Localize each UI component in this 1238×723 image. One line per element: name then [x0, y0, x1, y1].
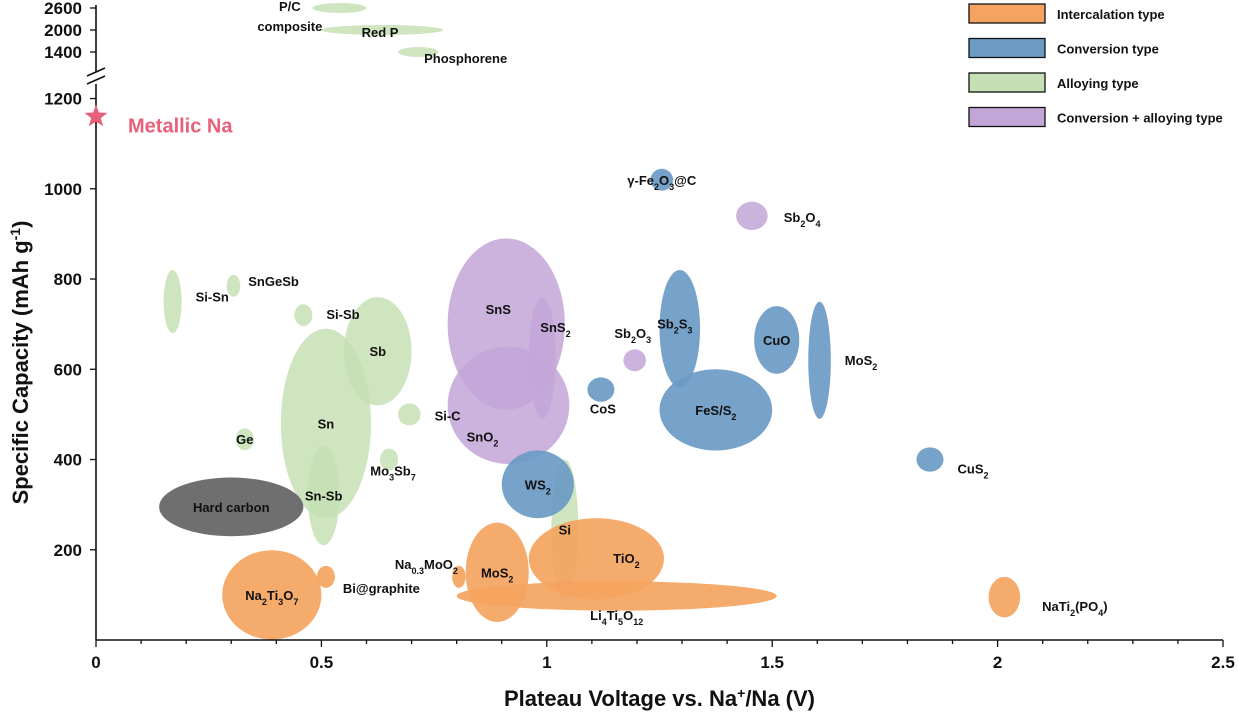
metallic-na-label: Metallic Na — [128, 116, 233, 138]
region-tio2-28 — [528, 518, 665, 600]
upper-region-0 — [312, 3, 367, 13]
regions-layer — [159, 3, 1021, 640]
label-sngesb-1: SnGeSb — [248, 274, 299, 289]
region-na0-3moo2-26 — [452, 565, 466, 588]
label-cos-20: CoS — [590, 402, 616, 417]
label-fes-s2-21: FeS/S2 — [695, 403, 736, 422]
legend-swatch-alloying — [968, 72, 1046, 93]
label-cuo-18: CuO — [763, 333, 790, 348]
legend-label-conversion: Conversion type — [1057, 42, 1159, 57]
legend-label-alloying: Alloying type — [1057, 76, 1139, 91]
region-cuo-18 — [754, 306, 800, 374]
upper-region-1 — [321, 25, 444, 35]
label-sn-sb-6: Sn-Sb — [305, 489, 343, 504]
region-si-sb-2 — [294, 304, 313, 327]
legend-swatch-conversion_alloying — [968, 106, 1046, 128]
label-nati2-po4-30: NaTi2(PO4) — [1042, 599, 1107, 618]
label-sno2-13: SnO2 — [467, 429, 499, 448]
upper-label-1: Red P — [362, 25, 399, 40]
label-hard-carbon-10: Hard carbon — [193, 500, 270, 515]
region-sb2o3-14 — [623, 349, 646, 372]
region-fes-s2-21 — [659, 369, 773, 451]
upper-label-2: Phosphorene — [424, 51, 507, 66]
x-axis-title: Plateau Voltage vs. Na+/Na (V) — [504, 685, 815, 711]
x-tick-label-3: 1.5 — [760, 653, 784, 672]
label-si-9: Si — [559, 522, 571, 537]
region-ge-5 — [235, 428, 254, 451]
label-mos2-27: MoS2 — [481, 565, 513, 584]
label-na2ti3o7-24: Na2Ti3O7 — [245, 588, 298, 607]
region-si-sn-0 — [163, 270, 182, 334]
label-sns-11: SnS — [486, 302, 512, 317]
x-tick-label-5: 2.5 — [1211, 653, 1235, 672]
region-sngesb-1 — [226, 274, 241, 297]
label-mo3sb7-8: Mo3Sb7 — [370, 464, 415, 483]
region-cos-20 — [587, 377, 615, 402]
label-ws2-22: WS2 — [525, 477, 551, 496]
region-mo3sb7-8 — [380, 448, 399, 471]
legend-swatch-conversion — [968, 37, 1046, 59]
label-na0-3moo2-26: Na0.3MoO2 — [395, 557, 458, 576]
label-sb2o3-14: Sb2O3 — [614, 326, 651, 345]
label-bi-graphite-25: Bi@graphite — [343, 581, 420, 596]
label-cus2-23: CuS2 — [958, 462, 989, 481]
legend-label-intercalation: Intercalation type — [1057, 7, 1165, 22]
label-li4ti5o12-29: Li4Ti5O12 — [590, 608, 643, 627]
region-nati2-po4-30 — [988, 576, 1021, 618]
label-sns2-12: SnS2 — [540, 320, 570, 339]
y-tick-label-3: 800 — [54, 270, 82, 289]
region-sb2s3-17 — [659, 270, 701, 388]
label-mos2-19: MoS2 — [845, 353, 877, 372]
y-upper-tick-label-0: 1400 — [44, 43, 82, 62]
y-break-mark-lower — [86, 75, 106, 85]
y-axis-title: Specific Capacity (mAh g-1) — [7, 221, 33, 505]
y-break-mark-upper — [86, 67, 106, 77]
region-na2ti3o7-24 — [222, 550, 322, 640]
y-upper-tick-label-1: 2000 — [44, 21, 82, 40]
y-tick-label-1: 400 — [54, 451, 82, 470]
x-tick-label-1: 0.5 — [310, 653, 334, 672]
label-fe2o3-c-16: γ-Fe2O3@C — [627, 173, 697, 192]
label-si-sb-2: Si-Sb — [326, 307, 359, 322]
label-sb2s3-17: Sb2S3 — [657, 317, 692, 336]
upper-region-2 — [398, 47, 439, 57]
legend-swatch-intercalation — [968, 3, 1046, 24]
y-tick-label-2: 600 — [54, 360, 82, 379]
region-li4ti5o12-29 — [456, 581, 777, 611]
region-si-c-7 — [398, 403, 421, 426]
y-tick-label-4: 1000 — [44, 180, 82, 199]
region-sb2o4-15 — [736, 201, 768, 231]
axes-layer: 0 0.5 1 1.5 2 2.5 200 400 600 800 1000 1200 1400 2000… — [7, 0, 1235, 711]
region-cus2-23 — [916, 447, 944, 472]
labels-layer: Si-Sn SnGeSb Si-Sb Sb Sn Ge Sn-Sb Si-C Mo3Sb7 Si H… — [84, 0, 1108, 627]
legend-label-conversion_alloying: Conversion + alloying type — [1057, 111, 1223, 126]
y-tick-label-0: 200 — [54, 541, 82, 560]
legend: Intercalation type Conversion type Alloyin… — [968, 3, 1223, 128]
label-sn-4: Sn — [318, 416, 335, 431]
x-tick-label-4: 2 — [993, 653, 1002, 672]
region-bi-graphite-25 — [316, 565, 335, 588]
region-fe2o3-c-16 — [650, 168, 674, 191]
label-ge-5: Ge — [236, 432, 253, 447]
label-si-c-7: Si-C — [435, 408, 462, 423]
region-sn-4 — [280, 328, 371, 519]
label-sb-3: Sb — [369, 344, 386, 359]
x-tick-label-2: 1 — [542, 653, 551, 672]
region-mos2-19 — [808, 301, 831, 419]
upper-label-0a: P/C — [279, 0, 301, 14]
x-tick-label-0: 0 — [91, 653, 100, 672]
y-upper-tick-label-2: 2600 — [44, 0, 82, 18]
label-tio2-28: TiO2 — [613, 551, 639, 570]
region-hard-carbon-10 — [159, 477, 304, 537]
upper-label-0b: composite — [257, 19, 322, 34]
region-sno2-13 — [447, 346, 570, 465]
label-sb2o4-15: Sb2O4 — [784, 210, 821, 229]
metallic-na-star — [84, 104, 108, 127]
y-tick-label-5: 1200 — [44, 90, 82, 109]
region-sn-sb-6 — [307, 445, 340, 546]
label-si-sn-0: Si-Sn — [196, 290, 229, 305]
region-ws2-22 — [501, 450, 574, 519]
